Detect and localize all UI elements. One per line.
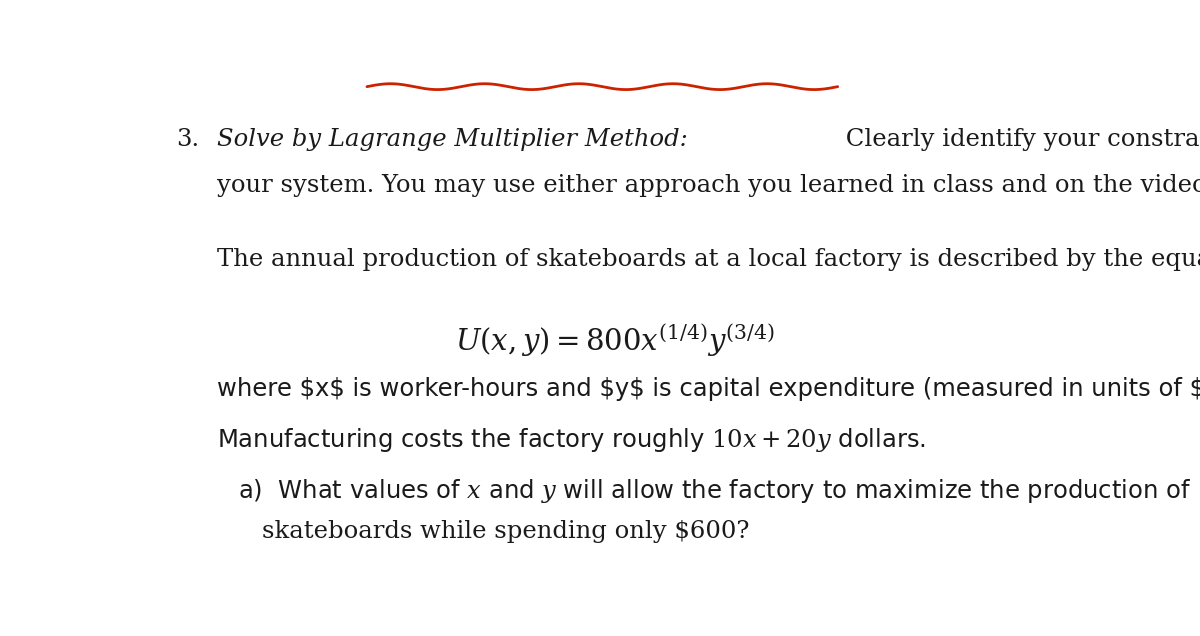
Text: where $x$ is worker-hours and $y$ is capital expenditure (measured in units of $: where $x$ is worker-hours and $y$ is cap… [217,378,1200,401]
Text: Clearly identify your constraint function and: Clearly identify your constraint functio… [838,128,1200,151]
Text: your system. You may use either approach you learned in class and on the video.: your system. You may use either approach… [217,174,1200,197]
Text: a)  What values of $x$ and $y$ will allow the factory to maximize the production: a) What values of $x$ and $y$ will allow… [239,477,1192,505]
Text: $U(x,y) = 800x^{(1/4)}y^{(3/4)}$: $U(x,y) = 800x^{(1/4)}y^{(3/4)}$ [455,322,775,359]
Text: 3.: 3. [176,128,199,151]
Text: Manufacturing costs the factory roughly $10x + 20y$ dollars.: Manufacturing costs the factory roughly … [217,426,926,454]
Text: Solve by Lagrange Multiplier Method:: Solve by Lagrange Multiplier Method: [217,128,688,151]
Text: The annual production of skateboards at a local factory is described by the equa: The annual production of skateboards at … [217,248,1200,271]
Text: skateboards while spending only $600?: skateboards while spending only $600? [262,520,749,543]
